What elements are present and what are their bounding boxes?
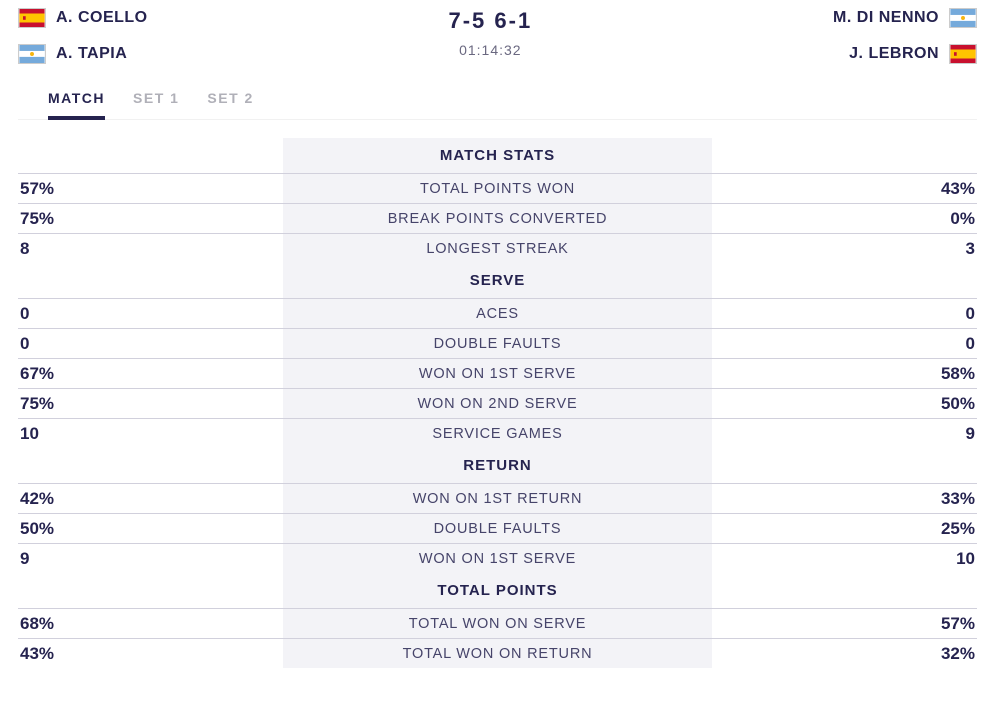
stat-row: 10SERVICE GAMES9 (18, 418, 977, 448)
argentina-flag-icon (949, 8, 977, 28)
stat-left-value: 67% (20, 364, 285, 384)
stat-row: 57%TOTAL POINTS WON43% (18, 173, 977, 203)
tab-set-1[interactable]: SET 1 (133, 90, 179, 119)
team-right: M. DI NENNO J. LEBRON (833, 8, 977, 64)
stat-right-value: 0 (710, 304, 975, 324)
player-name: M. DI NENNO (833, 9, 939, 27)
stat-row: 75%WON ON 2ND SERVE50% (18, 388, 977, 418)
stat-row: 8LONGEST STREAK3 (18, 233, 977, 263)
section-header: TOTAL POINTS (18, 573, 977, 608)
tabs: MATCH SET 1 SET 2 (18, 82, 977, 120)
stat-row: 50%DOUBLE FAULTS25% (18, 513, 977, 543)
stat-label: DOUBLE FAULTS (285, 336, 710, 352)
stat-left-value: 9 (20, 549, 285, 569)
stat-label: SERVICE GAMES (285, 426, 710, 442)
section-header: MATCH STATS (18, 138, 977, 173)
stat-row: 0ACES0 (18, 298, 977, 328)
stat-right-value: 50% (710, 394, 975, 414)
stat-left-value: 10 (20, 424, 285, 444)
stat-label: WON ON 1ST SERVE (285, 366, 710, 382)
stat-right-value: 58% (710, 364, 975, 384)
stat-row: 68%TOTAL WON ON SERVE57% (18, 608, 977, 638)
stat-row: 42%WON ON 1ST RETURN33% (18, 483, 977, 513)
stat-label: DOUBLE FAULTS (285, 521, 710, 537)
stat-row: 43%TOTAL WON ON RETURN32% (18, 638, 977, 668)
stat-row: 75%BREAK POINTS CONVERTED0% (18, 203, 977, 233)
stat-label: WON ON 1ST RETURN (285, 491, 710, 507)
stat-label: LONGEST STREAK (285, 241, 710, 257)
stat-right-value: 43% (710, 179, 975, 199)
match-duration: 01:14:32 (448, 42, 532, 58)
stat-left-value: 43% (20, 644, 285, 664)
spain-flag-icon (949, 44, 977, 64)
stat-left-value: 0 (20, 334, 285, 354)
player-row: A. COELLO (18, 8, 148, 28)
player-name: A. TAPIA (56, 45, 127, 63)
stat-row: 0DOUBLE FAULTS0 (18, 328, 977, 358)
team-left: A. COELLO A. TAPIA (18, 8, 148, 64)
stat-right-value: 10 (710, 549, 975, 569)
tab-set-2[interactable]: SET 2 (207, 90, 253, 119)
player-name: A. COELLO (56, 9, 148, 27)
player-row: J. LEBRON (849, 44, 977, 64)
stat-right-value: 3 (710, 239, 975, 259)
stat-left-value: 68% (20, 614, 285, 634)
stat-left-value: 75% (20, 394, 285, 414)
tab-match[interactable]: MATCH (48, 90, 105, 120)
stat-label: BREAK POINTS CONVERTED (285, 211, 710, 227)
stats-table: MATCH STATS57%TOTAL POINTS WON43%75%BREA… (18, 138, 977, 668)
stat-label: ACES (285, 306, 710, 322)
spain-flag-icon (18, 8, 46, 28)
stat-label: TOTAL WON ON RETURN (285, 646, 710, 662)
stat-right-value: 33% (710, 489, 975, 509)
player-row: M. DI NENNO (833, 8, 977, 28)
stat-label: WON ON 2ND SERVE (285, 396, 710, 412)
argentina-flag-icon (18, 44, 46, 64)
stat-left-value: 42% (20, 489, 285, 509)
section-header: RETURN (18, 448, 977, 483)
stat-row: 9WON ON 1ST SERVE10 (18, 543, 977, 573)
stat-right-value: 9 (710, 424, 975, 444)
stat-label: TOTAL POINTS WON (285, 181, 710, 197)
stat-right-value: 25% (710, 519, 975, 539)
stat-row: 67%WON ON 1ST SERVE58% (18, 358, 977, 388)
stat-left-value: 75% (20, 209, 285, 229)
stat-left-value: 50% (20, 519, 285, 539)
stat-right-value: 57% (710, 614, 975, 634)
stat-right-value: 0 (710, 334, 975, 354)
stat-label: TOTAL WON ON SERVE (285, 616, 710, 632)
player-name: J. LEBRON (849, 45, 939, 63)
match-score: 7-5 6-1 (448, 8, 532, 34)
stat-label: WON ON 1ST SERVE (285, 551, 710, 567)
stat-right-value: 32% (710, 644, 975, 664)
stat-left-value: 0 (20, 304, 285, 324)
player-row: A. TAPIA (18, 44, 148, 64)
section-header: SERVE (18, 263, 977, 298)
stat-left-value: 57% (20, 179, 285, 199)
score-block: 7-5 6-1 01:14:32 (448, 8, 532, 58)
stat-right-value: 0% (710, 209, 975, 229)
stat-left-value: 8 (20, 239, 285, 259)
match-header: A. COELLO A. TAPIA 7-5 6-1 01:14:32 M. D… (18, 6, 977, 82)
